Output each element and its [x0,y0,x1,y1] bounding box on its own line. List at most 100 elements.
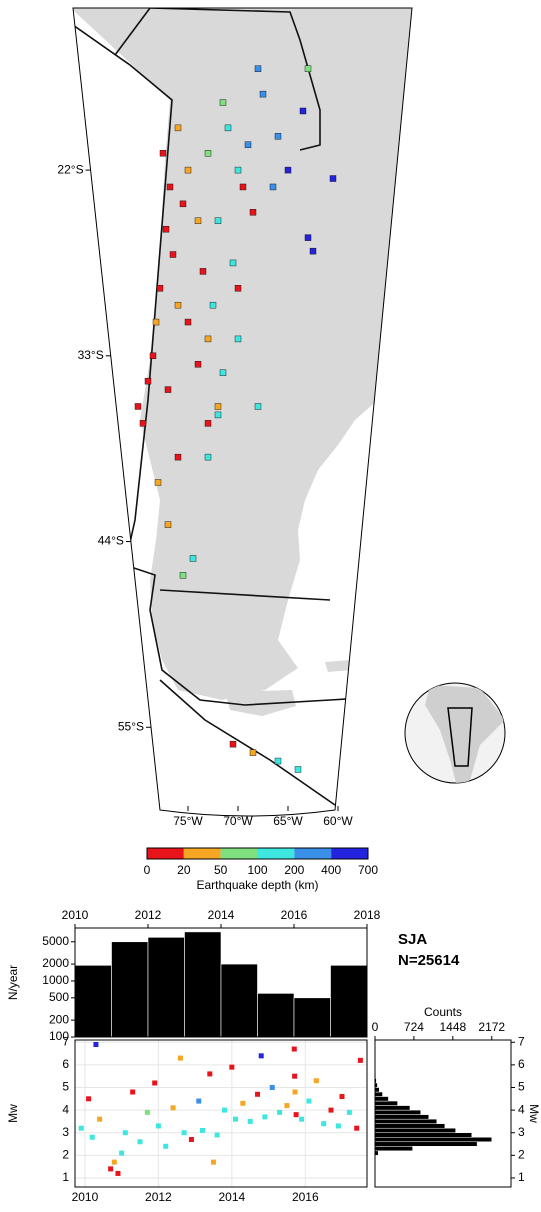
lat-label: 22°S [57,162,83,176]
event [89,1134,95,1140]
lon-label: 75°W [173,814,203,828]
quake [299,107,307,115]
event [321,1121,327,1127]
color-swatch [257,848,295,859]
island [325,660,352,672]
color-swatch [294,848,332,859]
colorbar-title: Earthquake depth (km) [196,878,318,892]
y-tick-label: 2 [518,1148,525,1162]
quake [179,200,187,208]
event [119,1150,125,1156]
plot-frame [374,1039,512,1188]
quake [162,225,170,233]
y-tick-label: 4 [62,1102,69,1116]
quake [249,749,257,756]
quake [234,166,242,174]
x-tick-label: 2172 [478,1020,505,1034]
y-tick-label: 2000 [42,956,69,970]
quake [249,209,257,216]
quake [304,65,312,72]
quake [174,124,182,132]
hist-bar [257,993,295,1038]
event [262,1114,268,1120]
quake [189,555,197,562]
y-tick-label: 6 [518,1057,525,1071]
y-tick-label: 5 [62,1080,69,1094]
event [277,1109,283,1115]
quake [164,386,172,393]
event [207,1071,213,1077]
colorbar-tick: 100 [247,863,267,877]
x-tick-label: 2018 [354,908,381,922]
event [137,1139,143,1145]
quake [179,572,187,579]
event [86,1096,92,1102]
quake [204,150,212,157]
y-tick-label: 1000 [42,973,69,987]
lon-label: 65°W [273,814,303,828]
y-tick-label: 4 [518,1102,525,1116]
quake [219,369,227,376]
event [115,1170,121,1176]
x-tick-label: 0 [372,1020,379,1034]
quake [174,453,182,461]
quake [219,99,227,106]
event [335,1123,341,1129]
hist-bar [184,931,222,1038]
quake [284,166,292,174]
event [93,1042,99,1048]
plot-frame [74,1039,368,1188]
quake [194,361,202,368]
event [293,1112,299,1118]
quake [204,420,212,427]
hist-bar [111,941,149,1038]
lat-label: 44°S [98,534,124,548]
x-axis-label: Counts [424,1005,462,1019]
hist-bar [374,1141,478,1147]
hist-bar [374,1114,430,1120]
hist-bar [374,1132,473,1138]
x-tick-label: 2010 [72,1190,99,1204]
hist-bar [374,1096,389,1102]
event [240,1100,246,1106]
hist-bar [147,937,185,1038]
quake [254,403,262,410]
hist-bar [330,965,368,1038]
event [292,1089,298,1095]
hist-bar [374,1136,493,1143]
quake [214,217,222,224]
quake [184,166,192,174]
quake [224,124,232,132]
event [155,1123,161,1129]
quake [134,403,142,410]
hist-bar [293,997,331,1038]
x-tick-label: 2014 [208,908,235,922]
quake [234,335,242,343]
map-base [73,8,412,806]
quake [214,403,222,410]
quake [159,150,167,157]
event [354,1125,360,1131]
event [130,1089,136,1095]
hist-bar [220,963,258,1038]
colorbar-tick: 400 [321,863,341,877]
plate-boundaries [73,8,412,806]
event [170,1105,176,1111]
color-swatch [220,848,258,859]
quake [269,183,277,191]
quake [156,285,164,292]
colorbar-tick: 20 [177,863,191,877]
colorbar-tick: 0 [144,863,151,877]
y-tick-label: 3 [518,1125,525,1139]
event [196,1098,202,1104]
event [357,1057,363,1063]
x-tick-label: 2012 [135,908,162,922]
quake [144,377,152,385]
hist-bar [374,1123,446,1129]
map-frame [72,7,413,817]
quake [169,251,177,258]
hist-bar [374,1091,383,1097]
event [284,1103,290,1109]
hist-bar [374,1109,421,1115]
quake [234,285,242,292]
